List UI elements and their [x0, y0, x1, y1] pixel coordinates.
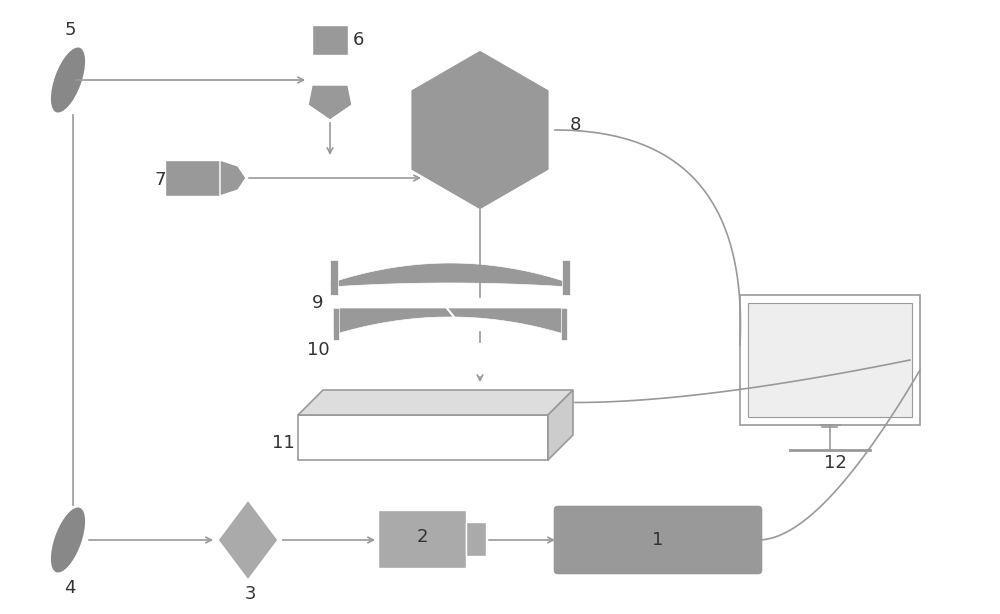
Text: 1: 1 — [652, 531, 664, 549]
Bar — [330, 260, 338, 295]
Bar — [312, 25, 348, 55]
Polygon shape — [411, 50, 549, 210]
Polygon shape — [548, 390, 573, 460]
Text: 3: 3 — [244, 585, 256, 603]
Bar — [333, 308, 339, 340]
Bar — [740, 295, 920, 425]
Ellipse shape — [50, 507, 86, 573]
Bar — [561, 308, 567, 340]
Text: 5: 5 — [64, 21, 76, 39]
Polygon shape — [333, 308, 567, 335]
Polygon shape — [330, 263, 570, 287]
FancyBboxPatch shape — [553, 505, 763, 575]
Bar — [562, 260, 570, 295]
Bar — [748, 303, 912, 417]
Text: 4: 4 — [64, 579, 76, 597]
Text: 10: 10 — [307, 341, 329, 359]
Polygon shape — [298, 390, 573, 415]
Text: 12: 12 — [824, 454, 846, 472]
Ellipse shape — [50, 47, 86, 113]
Bar — [165, 160, 220, 196]
Text: 8: 8 — [569, 116, 581, 134]
Text: 9: 9 — [312, 294, 324, 312]
Text: 6: 6 — [352, 31, 364, 49]
Polygon shape — [220, 160, 246, 196]
Text: 11: 11 — [272, 433, 295, 451]
Text: 7: 7 — [154, 171, 166, 189]
Bar — [298, 415, 548, 460]
Bar — [466, 522, 486, 556]
Bar — [378, 510, 466, 568]
Polygon shape — [308, 85, 352, 120]
Text: 2: 2 — [416, 528, 428, 546]
Polygon shape — [218, 500, 278, 580]
